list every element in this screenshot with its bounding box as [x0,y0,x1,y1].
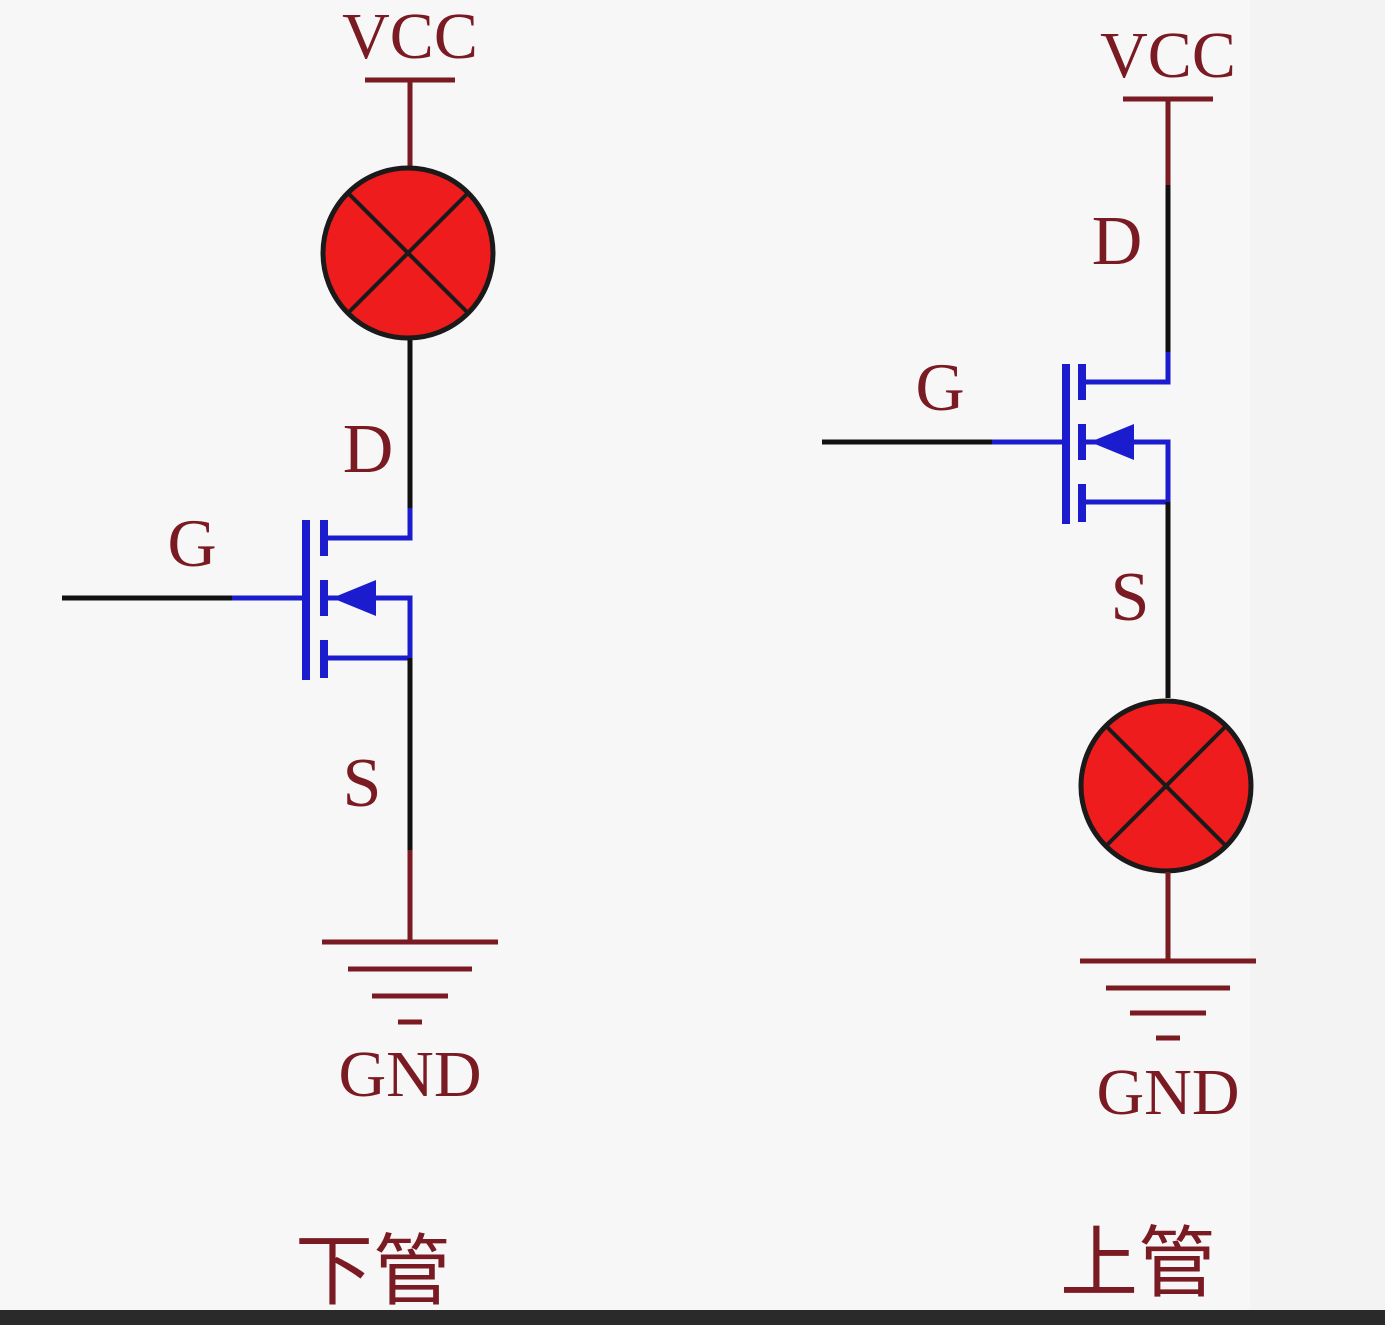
low-side-gnd-label: GND [339,1038,482,1111]
high-side-vcc-label: VCC [1100,19,1236,92]
low-side-lamp-icon [320,165,496,341]
low-side-gate-label: G [167,505,216,581]
high-side-gnd-label: GND [1097,1056,1240,1129]
low-side-vcc-label: VCC [342,0,478,73]
low-side-source-label: S [343,745,382,822]
low-side-caption: 下管 [295,1227,451,1317]
high-side-gate-label: G [915,349,964,425]
high-side-drain-label: D [1092,203,1143,280]
high-side-lamp-icon [1078,698,1254,874]
high-side-source-label: S [1111,559,1150,636]
high-side-caption: 上管 [1060,1219,1216,1309]
low-side-circuit: VCC D G S [62,0,498,1317]
bottom-border [0,1310,1385,1325]
high-side-ground-icon [1080,958,1256,1041]
low-side-mosfet-icon [232,508,413,680]
high-side-circuit: VCC D G S [822,19,1256,1309]
low-side-drain-label: D [343,411,394,488]
background-panel [0,0,1250,1325]
high-side-mosfet-icon [992,352,1171,524]
low-side-ground-icon [322,939,498,1025]
